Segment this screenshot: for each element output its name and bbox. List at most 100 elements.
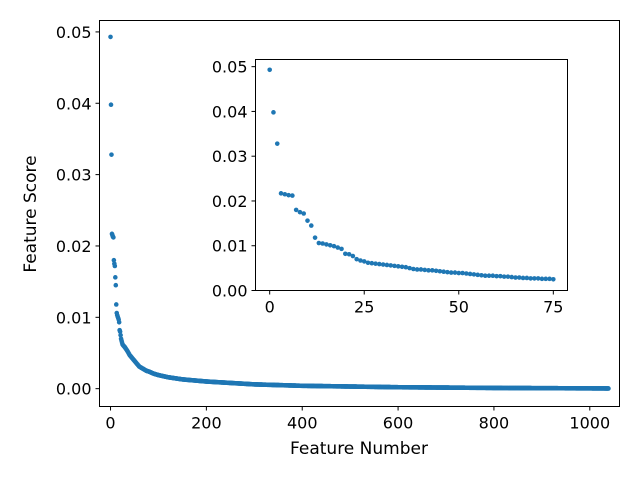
main-x-tick-label: 1000 <box>569 414 610 433</box>
inset-point <box>456 270 462 276</box>
inset-point <box>524 275 530 281</box>
inset-point <box>320 241 325 246</box>
inset-point <box>403 264 409 270</box>
inset-point <box>433 268 439 274</box>
inset-point <box>282 191 288 197</box>
main-x-axis-label: Feature Number <box>290 439 428 459</box>
inset-x-axis-ticks: 0 25 50 75 <box>265 290 563 317</box>
main-axes: 0 200 400 600 800 1000 0.000.010.020.030.040.… <box>21 20 620 459</box>
main-point <box>111 235 116 240</box>
inset-point <box>395 264 401 269</box>
main-y-tick-label: 0.00 <box>56 380 92 399</box>
main-x-tick-label: 200 <box>191 414 222 433</box>
inset-point <box>437 268 443 274</box>
main-point <box>108 102 114 107</box>
inset-point <box>486 273 492 279</box>
inset-point <box>422 267 428 273</box>
inset-y-tick-label: 0.03 <box>212 147 248 166</box>
inset-point <box>327 242 333 248</box>
main-y-axis-ticks: 0.00 0.01 0.02 0.03 0.04 0.05 <box>56 23 100 399</box>
main-y-tick-label: 0.03 <box>56 166 92 185</box>
inset-point <box>528 276 533 281</box>
inset-point <box>293 207 299 213</box>
inset-point <box>448 270 454 275</box>
main-point <box>112 263 118 269</box>
inset-point <box>547 276 552 282</box>
inset-point <box>426 268 431 273</box>
inset-point <box>286 192 291 198</box>
inset-x-tick-label: 25 <box>354 298 374 317</box>
inset-point <box>316 240 322 246</box>
inset-point <box>520 275 526 281</box>
main-y-tick-label: 0.02 <box>56 237 92 256</box>
main-point <box>117 329 123 334</box>
inset-point <box>411 266 416 272</box>
inset-point <box>441 269 446 275</box>
inset-point <box>532 276 537 281</box>
inset-y-tick-label: 0.04 <box>212 102 248 121</box>
inset-point <box>305 218 310 223</box>
inset-x-tick-label: 75 <box>543 298 563 317</box>
inset-point <box>414 267 420 272</box>
inset-point <box>278 191 284 196</box>
main-point <box>113 282 119 288</box>
inset-point <box>551 277 556 282</box>
inset-point <box>297 209 303 215</box>
inset-point <box>490 273 496 279</box>
inset-point <box>312 235 318 240</box>
inset-point <box>331 243 337 249</box>
inset-x-tick-label: 0 <box>265 298 275 317</box>
inset-point <box>467 271 473 277</box>
main-y-tick-label: 0.05 <box>56 23 92 42</box>
inset-y-tick-label: 0.01 <box>212 237 248 256</box>
inset-y-axis-ticks: 0.00 0.01 0.02 0.03 0.04 0.05 <box>212 58 256 301</box>
inset-point <box>392 263 397 269</box>
inset-axes: 0 25 50 75 0.00 0.01 0.02 0.03 0.04 0.05 <box>212 58 568 317</box>
inset-point <box>498 273 503 279</box>
inset-point <box>377 261 382 267</box>
main-scatter-series <box>108 34 611 391</box>
inset-point <box>388 263 394 268</box>
inset-point <box>354 256 359 262</box>
inset-point <box>274 141 280 146</box>
inset-point <box>350 253 356 259</box>
inset-point <box>460 270 465 276</box>
inset-y-tick-label: 0.05 <box>212 58 248 77</box>
inset-scatter-series <box>267 67 556 282</box>
main-point <box>111 257 117 263</box>
main-point <box>118 332 123 338</box>
main-point <box>108 34 113 40</box>
inset-point <box>358 258 363 263</box>
main-plot-frame <box>99 20 620 407</box>
inset-y-tick-label: 0.02 <box>212 192 248 211</box>
main-y-tick-label: 0.01 <box>56 308 92 327</box>
main-point <box>116 320 122 325</box>
inset-point <box>543 276 549 282</box>
inset-point <box>516 275 522 280</box>
inset-point <box>418 267 424 272</box>
inset-point <box>407 265 412 271</box>
inset-point <box>539 276 545 282</box>
main-x-tick-label: 0 <box>105 414 115 433</box>
inset-point <box>346 251 352 257</box>
inset-point <box>335 245 341 250</box>
main-y-tick-label: 0.04 <box>56 94 92 113</box>
inset-point <box>380 262 386 267</box>
inset-background <box>255 59 568 291</box>
inset-point <box>479 272 484 278</box>
inset-point <box>501 274 507 279</box>
inset-point <box>535 276 541 281</box>
main-point <box>109 152 114 157</box>
inset-point <box>365 260 371 266</box>
inset-point <box>475 272 480 278</box>
inset-point <box>373 261 378 266</box>
inset-point <box>339 246 344 252</box>
main-x-axis-ticks: 0 200 400 600 800 1000 <box>105 406 610 433</box>
inset-point <box>464 271 469 276</box>
inset-point <box>290 193 295 198</box>
inset-point <box>505 274 511 279</box>
main-x-tick-label: 400 <box>287 414 318 433</box>
inset-point <box>399 264 405 270</box>
main-point <box>113 275 118 280</box>
